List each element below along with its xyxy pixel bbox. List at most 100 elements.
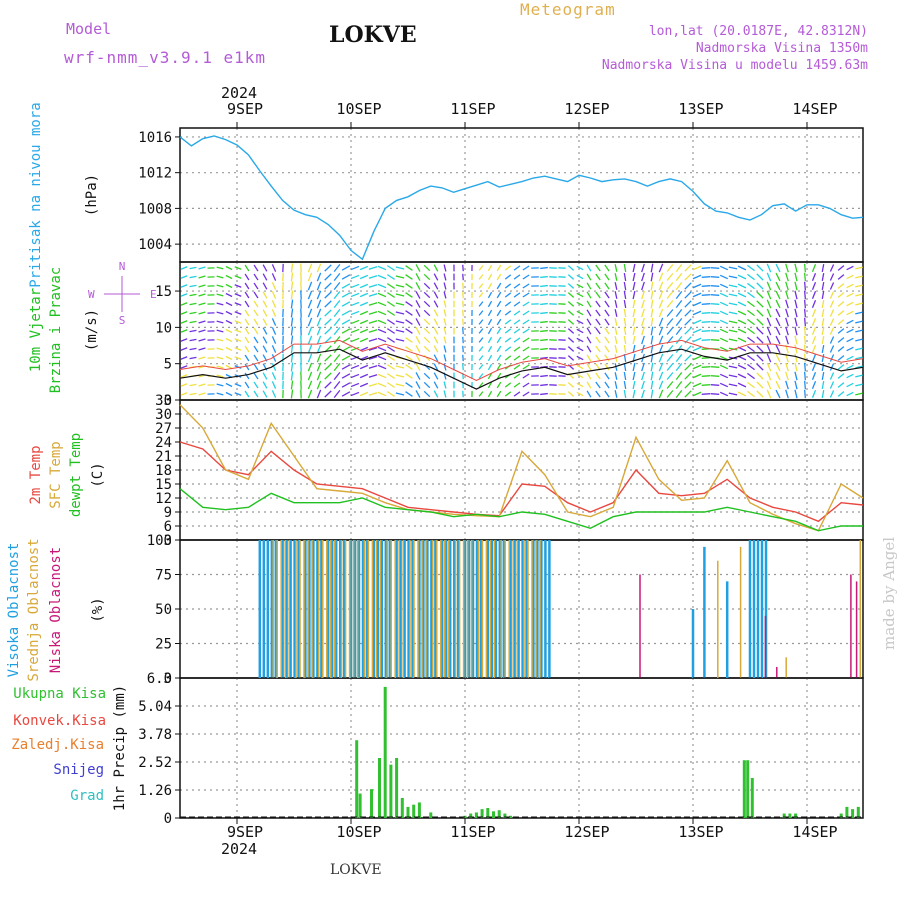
wind-arrow [350, 274, 360, 280]
wind-arrow [567, 346, 575, 352]
wind-arrow [341, 355, 351, 361]
wind-arrow [785, 371, 789, 381]
wind-arrow [701, 285, 711, 287]
wind-arrow [262, 372, 268, 380]
wind-arrow [290, 272, 294, 282]
wind-arrow [567, 355, 575, 361]
y-tick-label: 1016 [138, 130, 172, 146]
wind-arrow [675, 317, 683, 327]
wind-arrow [290, 380, 294, 390]
wind-arrow [811, 272, 817, 282]
wind-arrow [586, 390, 592, 398]
wind-arrow [216, 320, 224, 324]
wind-arrow [496, 345, 502, 353]
wind-arrow [747, 318, 755, 326]
wind-arrow [728, 311, 738, 315]
wind-arrow [756, 300, 764, 308]
wind-arrow [234, 302, 242, 306]
wind-arrow [595, 273, 601, 281]
wind-arrow [253, 363, 259, 371]
wind-arrow [641, 308, 645, 318]
wind-arrow [324, 300, 332, 308]
wind-arrow [244, 327, 250, 335]
wind-arrow [775, 344, 781, 354]
wind-arrow [803, 290, 807, 300]
wind-arrow [253, 273, 259, 281]
wind-arrow [253, 318, 259, 326]
y-tick-label: 30 [155, 407, 172, 423]
wind-arrow [658, 272, 664, 282]
wind-arrow [756, 381, 764, 389]
wind-arrow [487, 318, 493, 326]
wind-arrow [540, 383, 548, 387]
wind-arrow [271, 291, 277, 299]
wind-arrow [604, 273, 610, 281]
wind-arrow [496, 354, 502, 362]
wind-arrow [423, 345, 431, 353]
wind-arrow [576, 391, 584, 397]
wind-arrow [728, 320, 738, 324]
wind-arrow [307, 326, 313, 336]
wind-arrow [785, 335, 789, 345]
wind-unit: (m/s) [84, 309, 100, 351]
wind-arrow [350, 265, 360, 271]
wind-arrow [666, 282, 674, 290]
wind-arrow [803, 299, 807, 309]
wind-arrow [692, 310, 702, 316]
cloud-unit: (%) [90, 597, 106, 622]
wind-arrow [576, 364, 584, 370]
wind-arrow [794, 344, 798, 354]
wind-arrow [675, 272, 683, 282]
precip-bar [417, 802, 421, 818]
wind-arrow [180, 266, 188, 270]
wind-arrow [504, 283, 512, 289]
wind-arrow [641, 272, 645, 282]
wind-arrow [496, 300, 502, 308]
wind-arrow [737, 373, 747, 379]
wind-arrow [504, 382, 512, 388]
wind-arrow [567, 310, 575, 316]
wind-arrow [415, 336, 421, 344]
precip-bar [497, 810, 501, 818]
wind-arrow [290, 263, 294, 273]
wind-arrow [623, 380, 627, 390]
wind-arrow [604, 345, 610, 353]
wind-arrow [395, 293, 405, 297]
wind-arrow [341, 391, 351, 397]
wind-arrow [271, 390, 277, 398]
wind-arrow [244, 345, 250, 353]
wind-arrow [433, 291, 439, 299]
wind-arrow [803, 308, 807, 318]
wind-arrow [262, 309, 268, 317]
wind-arrow [614, 345, 618, 353]
wind-arrow [811, 371, 817, 381]
wind-arrow [766, 344, 772, 354]
wind-arrow [405, 364, 413, 370]
precip-bar [746, 760, 750, 818]
wind-arrow [623, 389, 627, 399]
wind-arrow [604, 309, 610, 317]
wind-arrow [821, 327, 825, 335]
wind-arrow [675, 344, 683, 354]
high-cloud-label: Visoka Oblacnost [6, 543, 22, 678]
y-tick-label: 9 [164, 505, 172, 521]
wind-arrow [837, 391, 845, 397]
wind-arrow [692, 301, 702, 307]
wind-arrow [747, 273, 755, 281]
wind-arrow [855, 311, 863, 315]
wind-arrow [641, 281, 645, 291]
wind-arrow [443, 390, 447, 398]
wind-arrow [576, 301, 584, 307]
y-tick-label: 3 [164, 533, 172, 549]
wind-arrow [368, 293, 378, 297]
wind-arrow [198, 275, 206, 279]
wind-arrow [846, 337, 854, 343]
wind-arrow [567, 283, 575, 289]
wind-arrow [785, 317, 789, 327]
wind-arrow [710, 321, 720, 323]
wind-arrow [632, 281, 636, 291]
station-title: LOKVE [329, 22, 417, 48]
wind-arrow [244, 291, 250, 299]
wind-arrow [747, 264, 755, 272]
wind-arrow [614, 264, 618, 272]
